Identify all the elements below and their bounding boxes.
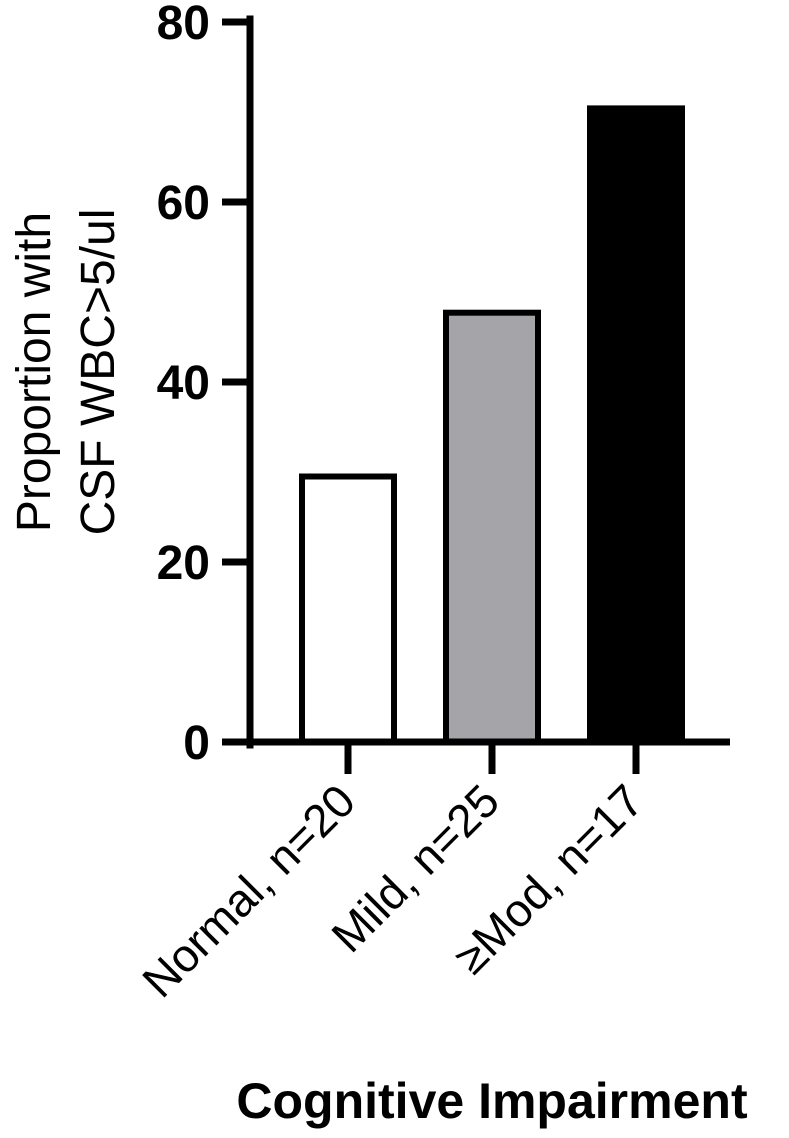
- y-tick-label-20: 20: [157, 537, 210, 590]
- bar-3: [587, 105, 685, 745]
- y-tick-label-0: 0: [183, 717, 210, 770]
- y-ticks-group: 0 20 40 60 80: [157, 0, 250, 770]
- y-tick-label-60: 60: [157, 177, 210, 230]
- x-category-label-1: Normal, n=20: [132, 774, 365, 1007]
- bar-1: [299, 473, 397, 745]
- y-tick-label-40: 40: [157, 357, 210, 410]
- bars-group: [299, 105, 685, 745]
- y-tick-label-80: 80: [157, 0, 210, 50]
- x-axis-title: Cognitive Impairment: [236, 1073, 748, 1129]
- bar-2: [443, 309, 541, 745]
- y-axis-title-line-1: Proportion with: [8, 212, 61, 532]
- y-axis-title-line-2: CSF WBC>5/ul: [72, 209, 125, 536]
